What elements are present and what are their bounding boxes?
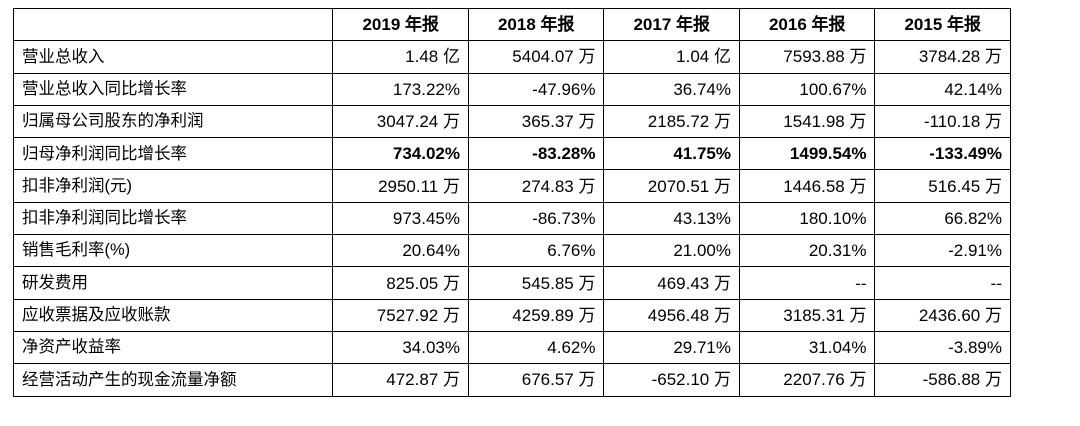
value-cell-2019: 2950.11 万 [332, 169, 469, 203]
value-cell-2016: -- [738, 266, 876, 300]
value-cell-2018: 676.57 万 [467, 363, 605, 397]
value-cell-2017: 1.04 亿 [603, 40, 740, 74]
value-cell-2015: -2.91% [874, 234, 1011, 268]
value-cell-2016: 1541.98 万 [738, 104, 876, 139]
value-cell-2017: 36.74% [603, 72, 740, 106]
value-cell-2019: 173.22% [332, 72, 469, 106]
table-row: 营业总收入 1.48 亿 5404.07 万 1.04 亿 7593.88 万 3784.… [12, 40, 1011, 74]
row-label: 归母净利润同比增长率 [12, 137, 334, 171]
value-cell-2015: -133.49% [874, 137, 1011, 171]
value-cell-2017: 43.13% [603, 201, 740, 236]
table-row: 净资产收益率 34.03% 4.62% 29.71% 31.04% -3.89% [12, 330, 1011, 365]
value-cell-2016: 7593.88 万 [738, 40, 876, 74]
value-cell-2016: 31.04% [738, 330, 876, 365]
value-cell-2018: -86.73% [467, 201, 605, 236]
value-cell-2018: 4.62% [467, 330, 605, 365]
value-cell-2015: -- [874, 266, 1011, 300]
row-label: 应收票据及应收账款 [12, 298, 334, 332]
column-header-2015: 2015 年报 [874, 7, 1011, 42]
value-cell-2015: 2436.60 万 [874, 298, 1011, 332]
row-label: 销售毛利率(%) [12, 234, 334, 268]
column-header-2016: 2016 年报 [738, 7, 876, 42]
header-row: 2019 年报 2018 年报 2017 年报 2016 年报 2015 年报 [12, 7, 1011, 42]
row-label: 经营活动产生的现金流量净额 [12, 363, 334, 397]
row-label: 营业总收入同比增长率 [12, 72, 334, 106]
value-cell-2015: -3.89% [874, 330, 1011, 365]
row-label: 扣非净利润(元) [12, 169, 334, 203]
row-label: 归属母公司股东的净利润 [12, 104, 334, 139]
value-cell-2019: 734.02% [332, 137, 469, 171]
value-cell-2018: 4259.89 万 [467, 298, 605, 332]
column-header-2017: 2017 年报 [603, 7, 740, 42]
table-row: 归属母公司股东的净利润 3047.24 万 365.37 万 2185.72 万 154… [12, 104, 1011, 139]
value-cell-2016: 100.67% [738, 72, 876, 106]
value-cell-2017: 2185.72 万 [603, 104, 740, 139]
table-row: 销售毛利率(%) 20.64% 6.76% 21.00% 20.31% -2.91% [12, 234, 1011, 268]
value-cell-2019: 1.48 亿 [332, 40, 469, 74]
value-cell-2016: 3185.31 万 [738, 298, 876, 332]
row-label: 研发费用 [12, 266, 334, 300]
value-cell-2018: 365.37 万 [467, 104, 605, 139]
value-cell-2015: 3784.28 万 [874, 40, 1011, 74]
table-row: 扣非净利润同比增长率 973.45% -86.73% 43.13% 180.10% 66.… [12, 201, 1011, 236]
table-row: 扣非净利润(元) 2950.11 万 274.83 万 2070.51 万 1446.5… [12, 169, 1011, 203]
row-label: 扣非净利润同比增长率 [12, 201, 334, 236]
value-cell-2016: 180.10% [738, 201, 876, 236]
corner-cell [12, 7, 334, 42]
table-row: 归母净利润同比增长率 734.02% -83.28% 41.75% 1499.54% -1… [12, 137, 1011, 171]
column-header-2019: 2019 年报 [332, 7, 469, 42]
value-cell-2017: 2070.51 万 [603, 169, 740, 203]
value-cell-2017: 21.00% [603, 234, 740, 268]
value-cell-2018: 274.83 万 [467, 169, 605, 203]
value-cell-2019: 7527.92 万 [332, 298, 469, 332]
row-label: 营业总收入 [12, 40, 334, 74]
value-cell-2019: 472.87 万 [332, 363, 469, 397]
value-cell-2018: 5404.07 万 [467, 40, 605, 74]
value-cell-2018: 6.76% [467, 234, 605, 268]
value-cell-2018: -83.28% [467, 137, 605, 171]
table-row: 应收票据及应收账款 7527.92 万 4259.89 万 4956.48 万 3185… [12, 298, 1011, 332]
value-cell-2016: 1499.54% [738, 137, 876, 171]
value-cell-2015: -110.18 万 [874, 104, 1011, 139]
table-row: 研发费用 825.05 万 545.85 万 469.43 万 -- -- [12, 266, 1011, 300]
value-cell-2019: 973.45% [332, 201, 469, 236]
row-label: 净资产收益率 [12, 330, 334, 365]
value-cell-2017: -652.10 万 [603, 363, 740, 397]
value-cell-2019: 825.05 万 [332, 266, 469, 300]
value-cell-2018: 545.85 万 [467, 266, 605, 300]
value-cell-2017: 469.43 万 [603, 266, 740, 300]
value-cell-2016: 20.31% [738, 234, 876, 268]
value-cell-2017: 4956.48 万 [603, 298, 740, 332]
value-cell-2015: -586.88 万 [874, 363, 1011, 397]
value-cell-2019: 20.64% [332, 234, 469, 268]
value-cell-2017: 29.71% [603, 330, 740, 365]
table-row: 经营活动产生的现金流量净额 472.87 万 676.57 万 -652.10 万 22… [12, 363, 1011, 397]
value-cell-2017: 41.75% [603, 137, 740, 171]
table-row: 营业总收入同比增长率 173.22% -47.96% 36.74% 100.67% 42.… [12, 72, 1011, 106]
value-cell-2019: 34.03% [332, 330, 469, 365]
column-header-2018: 2018 年报 [467, 7, 605, 42]
value-cell-2018: -47.96% [467, 72, 605, 106]
financial-summary-table: 2019 年报 2018 年报 2017 年报 2016 年报 2015 年报 … [12, 7, 1011, 397]
value-cell-2015: 42.14% [874, 72, 1011, 106]
value-cell-2019: 3047.24 万 [332, 104, 469, 139]
value-cell-2016: 1446.58 万 [738, 169, 876, 203]
value-cell-2015: 516.45 万 [874, 169, 1011, 203]
value-cell-2015: 66.82% [874, 201, 1011, 236]
value-cell-2016: 2207.76 万 [738, 363, 876, 397]
